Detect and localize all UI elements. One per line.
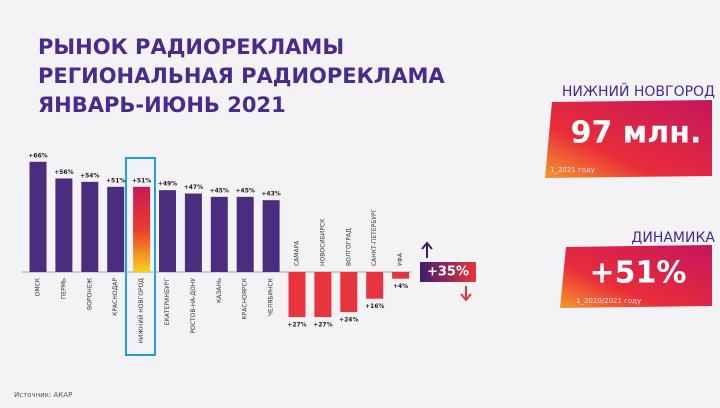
bar <box>314 272 332 318</box>
badge-text: +35% <box>427 265 469 280</box>
bar <box>184 193 202 272</box>
category-label: САМАРА <box>294 240 301 266</box>
badge <box>420 262 476 282</box>
value-label: +45% <box>210 187 229 194</box>
category-label: КАЗАНЬ <box>216 278 223 303</box>
bar <box>55 178 73 272</box>
category-label: ЕКАТЕРИНБУРГ <box>164 278 171 326</box>
category-label: УФА <box>397 252 404 266</box>
category-label: НИЖНИЙ НОВГОРОД <box>138 278 145 344</box>
category-label: КРАСНОДАР <box>112 278 119 316</box>
category-label: САНКТ-ПЕТЕРБУРГ <box>371 208 378 266</box>
category-label: ОМСК <box>35 277 42 296</box>
category-label: ВОРОНЕЖ <box>86 277 93 309</box>
value-label: +16% <box>365 303 384 310</box>
category-label: НОВОСИБИРСК <box>319 218 326 266</box>
panel-value: 97 млн. <box>571 116 702 151</box>
title-line: РЫНОК РАДИОРЕКЛАМЫ <box>38 35 344 59</box>
value-label: +47% <box>184 184 203 191</box>
bar <box>210 196 228 272</box>
category-label: КРАСНОЯРСК <box>242 277 249 319</box>
category-label: РОСТОВ-НА-ДОНУ <box>190 278 197 334</box>
panel <box>560 245 712 308</box>
title-line: ЯНВАРЬ-ИЮНЬ 2021 <box>38 93 286 117</box>
value-label: +4% <box>393 283 408 290</box>
value-label: +43% <box>261 191 280 198</box>
bar <box>133 186 151 272</box>
bar <box>107 186 125 272</box>
panel-note: 1_2021 году <box>550 166 595 174</box>
value-label: +49% <box>158 181 177 188</box>
panel-title: ДИНАМИКА <box>631 230 715 246</box>
bar <box>262 200 280 272</box>
bar <box>392 272 410 279</box>
bar <box>340 272 358 313</box>
bar <box>159 190 176 272</box>
source: Источник: АКАР <box>14 391 72 399</box>
arrow-down <box>460 286 472 302</box>
category-label: ПЕРМЬ <box>60 278 67 299</box>
bar <box>81 181 99 272</box>
panel <box>545 100 712 178</box>
value-label: +51% <box>106 177 125 184</box>
category-label: ЧЕЛЯБИНСК <box>268 277 275 316</box>
value-label: +27% <box>313 322 332 329</box>
value-label: +27% <box>287 322 306 329</box>
bar <box>29 161 47 272</box>
panel-note: 1_2020/2021 году <box>576 297 641 305</box>
value-label: +54% <box>80 172 99 179</box>
arrow-up <box>421 241 433 258</box>
title-line: РЕГИОНАЛЬНАЯ РАДИОРЕКЛАМА <box>38 64 445 88</box>
bar <box>236 196 254 272</box>
value-label: +45% <box>236 187 255 194</box>
panel-value: +51% <box>590 256 687 291</box>
category-label: ВОЛГОГРАД <box>345 228 352 266</box>
value-label: +51% <box>132 177 151 184</box>
highlight-box <box>125 157 156 356</box>
value-label: +66% <box>28 152 47 159</box>
value-label: +56% <box>54 169 73 176</box>
bar <box>366 272 384 299</box>
bar <box>288 272 306 318</box>
panel-title: НИЖНИЙ НОВГОРОД <box>562 82 715 100</box>
value-label: +24% <box>339 317 358 324</box>
